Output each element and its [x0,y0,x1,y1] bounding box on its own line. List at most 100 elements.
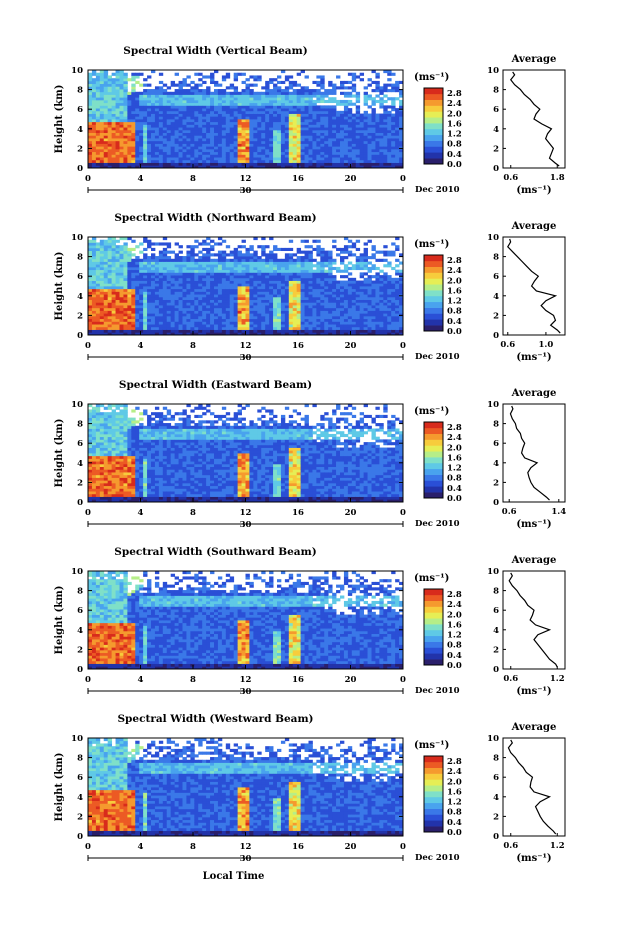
heatmap-cell [225,283,231,287]
heatmap-cell [91,97,97,101]
heatmap-cell [115,151,120,155]
heatmap-cell [170,272,176,276]
heatmap-cell [351,135,357,139]
heatmap-cell [383,324,388,328]
heatmap-cell [249,138,254,142]
heatmap-cell [269,110,274,114]
heatmap-cell [139,157,144,161]
heatmap-cell [186,75,191,79]
y-tick-label: 2 [77,144,83,154]
heatmap-cell [119,277,124,281]
heatmap-cell [355,124,361,128]
heatmap-cell [363,132,368,136]
heatmap-cell [115,89,120,93]
heatmap-cell [103,108,109,112]
heatmap-cell [233,113,239,117]
heatmap-cell [162,269,168,273]
heatmap-cell [233,89,239,93]
heatmap-cell [316,315,321,320]
heatmap-cell [355,329,361,333]
heatmap-cell [399,110,404,114]
heatmap-cell [123,97,128,101]
heatmap-cell [198,105,203,109]
heatmap-cell [178,132,183,136]
heatmap-cell [162,332,168,336]
heatmap-cell [288,127,294,131]
heatmap-cell [115,157,120,161]
heatmap-cell [332,261,337,265]
heatmap-cell [151,110,156,114]
heatmap-cell [127,148,132,153]
heatmap-cell [99,266,105,271]
heatmap-cell [249,83,254,87]
heatmap-cell [229,132,235,136]
heatmap-cell [245,294,250,298]
heatmap-cell [103,266,109,271]
heatmap-cell [166,138,172,142]
heatmap-cell [186,275,191,279]
heatmap-cell [284,89,290,93]
heatmap-cell [312,294,317,298]
heatmap-cell [312,154,317,158]
heatmap-cell [340,127,345,131]
heatmap-cell [245,283,250,287]
heatmap-cell [107,310,113,314]
heatmap-cell [115,288,120,292]
heatmap-cell [363,283,368,287]
heatmap-cell [379,280,384,284]
heatmap-cell [182,159,187,163]
heatmap-cell [273,307,278,311]
heatmap-cell [99,127,105,131]
heatmap-cell [95,321,101,325]
heatmap-cell [249,247,254,252]
heatmap-cell [178,138,183,142]
heatmap-cell [194,318,199,322]
heatmap-cell [237,315,242,320]
heatmap-cell [320,272,325,276]
heatmap-cell [269,324,274,328]
heatmap-cell [186,294,191,298]
heatmap-cell [123,283,128,287]
heatmap-cell [182,275,187,279]
heatmap-cell [375,127,380,131]
heatmap-cell [237,307,242,311]
heatmap-cell [241,324,246,328]
heatmap-cell [273,266,278,271]
heatmap-cell [300,119,305,123]
heatmap-cell [359,266,365,271]
heatmap-cell [245,324,250,328]
heatmap-cell [88,113,93,117]
heatmap-cell [280,146,286,150]
heatmap-cell [391,299,396,303]
heatmap-cell [363,299,368,303]
heatmap-cell [379,321,384,325]
heatmap-cell [300,86,305,90]
heatmap-cell [221,148,227,153]
heatmap-cell [387,291,392,295]
heatmap-cell [245,275,250,279]
heatmap-cell [237,102,242,106]
heatmap-cell [269,127,274,131]
heatmap-cell [284,165,290,169]
heatmap-cell [328,253,333,257]
heatmap-cell [170,157,176,161]
heatmap-cell [198,299,203,303]
heatmap-cell [91,108,97,112]
heatmap-cell [229,110,235,114]
heatmap-cell [178,286,183,290]
heatmap-cell [158,108,164,112]
heatmap-cell [202,108,207,112]
heatmap-cell [217,99,223,104]
heatmap-cell [261,307,266,311]
heatmap-cell [151,146,156,150]
heatmap-cell [316,296,321,301]
heatmap-cell [379,89,384,93]
heatmap-cell [170,329,176,333]
heatmap-cell [367,315,372,320]
heatmap-cell [182,332,187,336]
heatmap-cell [312,288,317,292]
heatmap-cell [265,121,270,125]
heatmap-cell [198,146,203,150]
heatmap-cell [355,108,361,112]
